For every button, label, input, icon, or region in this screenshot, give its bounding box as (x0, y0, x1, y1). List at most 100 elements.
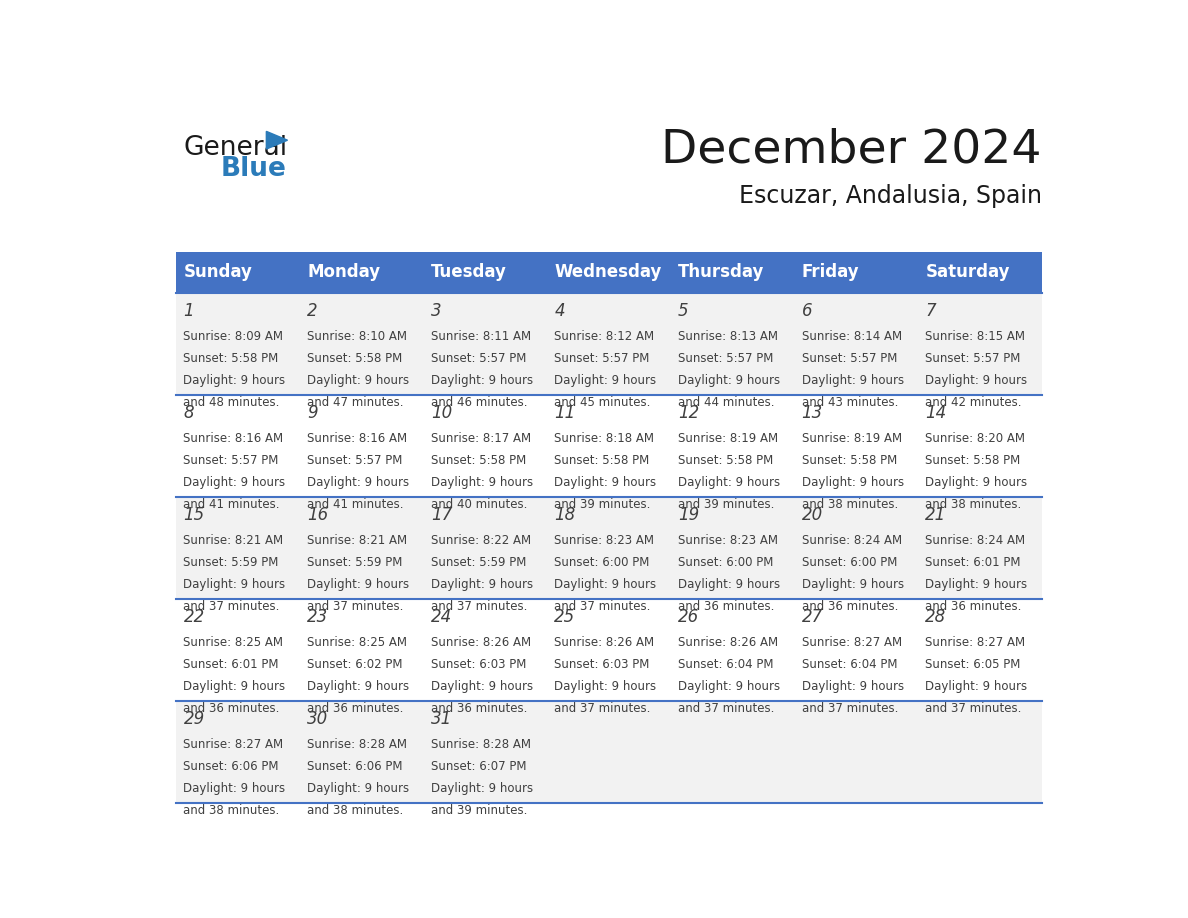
Bar (176, 497, 1042, 599)
Text: Sunrise: 8:25 AM: Sunrise: 8:25 AM (308, 636, 407, 649)
Text: 18: 18 (555, 506, 576, 524)
Text: Sunset: 5:57 PM: Sunset: 5:57 PM (308, 454, 403, 467)
Text: 24: 24 (431, 608, 451, 626)
Text: Daylight: 9 hours: Daylight: 9 hours (925, 476, 1028, 489)
Text: 25: 25 (555, 608, 576, 626)
Text: Escuzar, Andalusia, Spain: Escuzar, Andalusia, Spain (739, 185, 1042, 208)
Text: Daylight: 9 hours: Daylight: 9 hours (678, 578, 781, 591)
Text: Daylight: 9 hours: Daylight: 9 hours (183, 476, 285, 489)
Text: Sunrise: 8:27 AM: Sunrise: 8:27 AM (925, 636, 1025, 649)
Text: Daylight: 9 hours: Daylight: 9 hours (183, 680, 285, 693)
Text: and 37 minutes.: and 37 minutes. (183, 599, 280, 613)
Text: Sunset: 6:00 PM: Sunset: 6:00 PM (678, 556, 773, 569)
Text: Daylight: 9 hours: Daylight: 9 hours (802, 680, 904, 693)
Bar (918, 252, 1042, 293)
Text: Sunrise: 8:14 AM: Sunrise: 8:14 AM (802, 330, 902, 343)
Text: and 37 minutes.: and 37 minutes. (555, 702, 651, 715)
Text: and 37 minutes.: and 37 minutes. (925, 702, 1022, 715)
Text: Saturday: Saturday (925, 263, 1010, 281)
Text: Sunrise: 8:21 AM: Sunrise: 8:21 AM (308, 534, 407, 547)
Text: 22: 22 (183, 608, 204, 626)
Text: Sunrise: 8:24 AM: Sunrise: 8:24 AM (802, 534, 902, 547)
Text: Daylight: 9 hours: Daylight: 9 hours (555, 578, 657, 591)
Text: Daylight: 9 hours: Daylight: 9 hours (431, 374, 533, 386)
Text: Daylight: 9 hours: Daylight: 9 hours (308, 374, 409, 386)
Text: Daylight: 9 hours: Daylight: 9 hours (678, 476, 781, 489)
Text: Daylight: 9 hours: Daylight: 9 hours (802, 578, 904, 591)
Text: Sunrise: 8:25 AM: Sunrise: 8:25 AM (183, 636, 284, 649)
Text: Daylight: 9 hours: Daylight: 9 hours (802, 476, 904, 489)
Text: Sunset: 6:03 PM: Sunset: 6:03 PM (431, 658, 526, 671)
Text: 23: 23 (308, 608, 328, 626)
Text: 14: 14 (925, 404, 947, 421)
Text: Daylight: 9 hours: Daylight: 9 hours (802, 374, 904, 386)
Text: Sunset: 6:02 PM: Sunset: 6:02 PM (308, 658, 403, 671)
Text: Sunrise: 8:17 AM: Sunrise: 8:17 AM (431, 432, 531, 445)
Text: Sunrise: 8:15 AM: Sunrise: 8:15 AM (925, 330, 1025, 343)
Text: Daylight: 9 hours: Daylight: 9 hours (925, 578, 1028, 591)
Text: Sunset: 5:58 PM: Sunset: 5:58 PM (678, 454, 773, 467)
Text: Sunset: 5:57 PM: Sunset: 5:57 PM (183, 454, 279, 467)
Text: and 42 minutes.: and 42 minutes. (925, 396, 1022, 409)
Text: Daylight: 9 hours: Daylight: 9 hours (925, 680, 1028, 693)
Text: Sunset: 6:04 PM: Sunset: 6:04 PM (678, 658, 773, 671)
Text: Sunrise: 8:18 AM: Sunrise: 8:18 AM (555, 432, 655, 445)
Bar (299, 252, 423, 293)
Text: and 37 minutes.: and 37 minutes. (308, 599, 404, 613)
Text: 7: 7 (925, 302, 936, 319)
Text: Sunrise: 8:16 AM: Sunrise: 8:16 AM (183, 432, 284, 445)
Text: Daylight: 9 hours: Daylight: 9 hours (431, 782, 533, 795)
Text: 3: 3 (431, 302, 442, 319)
Text: 21: 21 (925, 506, 947, 524)
Text: and 39 minutes.: and 39 minutes. (555, 498, 651, 510)
Text: 8: 8 (183, 404, 194, 421)
Bar (176, 700, 1042, 803)
Text: Sunset: 6:00 PM: Sunset: 6:00 PM (555, 556, 650, 569)
Text: Sunset: 5:59 PM: Sunset: 5:59 PM (183, 556, 279, 569)
Text: Sunset: 5:57 PM: Sunset: 5:57 PM (802, 352, 897, 365)
Text: Daylight: 9 hours: Daylight: 9 hours (431, 578, 533, 591)
Text: Tuesday: Tuesday (431, 263, 506, 281)
Text: and 38 minutes.: and 38 minutes. (925, 498, 1022, 510)
Text: Sunrise: 8:26 AM: Sunrise: 8:26 AM (431, 636, 531, 649)
Text: Sunset: 5:58 PM: Sunset: 5:58 PM (183, 352, 279, 365)
Text: Daylight: 9 hours: Daylight: 9 hours (555, 374, 657, 386)
Bar (176, 395, 1042, 497)
Text: Sunrise: 8:12 AM: Sunrise: 8:12 AM (555, 330, 655, 343)
Text: 20: 20 (802, 506, 823, 524)
Text: and 36 minutes.: and 36 minutes. (925, 599, 1022, 613)
Text: Blue: Blue (220, 156, 286, 182)
Text: Sunset: 5:58 PM: Sunset: 5:58 PM (802, 454, 897, 467)
Text: and 43 minutes.: and 43 minutes. (802, 396, 898, 409)
Text: Daylight: 9 hours: Daylight: 9 hours (925, 374, 1028, 386)
Text: and 38 minutes.: and 38 minutes. (308, 804, 404, 817)
Text: Sunrise: 8:28 AM: Sunrise: 8:28 AM (431, 738, 531, 751)
Text: Sunset: 6:04 PM: Sunset: 6:04 PM (802, 658, 897, 671)
Text: 19: 19 (678, 506, 700, 524)
Text: and 41 minutes.: and 41 minutes. (308, 498, 404, 510)
Text: Daylight: 9 hours: Daylight: 9 hours (183, 374, 285, 386)
Text: Sunrise: 8:11 AM: Sunrise: 8:11 AM (431, 330, 531, 343)
Text: 2: 2 (308, 302, 317, 319)
Text: Daylight: 9 hours: Daylight: 9 hours (183, 578, 285, 591)
Text: Daylight: 9 hours: Daylight: 9 hours (308, 476, 409, 489)
Text: 5: 5 (678, 302, 689, 319)
Text: and 36 minutes.: and 36 minutes. (802, 599, 898, 613)
Text: and 37 minutes.: and 37 minutes. (678, 702, 775, 715)
Text: 4: 4 (555, 302, 565, 319)
Bar (671, 252, 795, 293)
Text: and 39 minutes.: and 39 minutes. (431, 804, 527, 817)
Text: and 47 minutes.: and 47 minutes. (308, 396, 404, 409)
Text: Daylight: 9 hours: Daylight: 9 hours (183, 782, 285, 795)
Text: and 38 minutes.: and 38 minutes. (802, 498, 898, 510)
Text: and 39 minutes.: and 39 minutes. (678, 498, 775, 510)
Text: Sunset: 5:59 PM: Sunset: 5:59 PM (431, 556, 526, 569)
Text: Sunset: 6:00 PM: Sunset: 6:00 PM (802, 556, 897, 569)
Text: 26: 26 (678, 608, 700, 626)
Text: Daylight: 9 hours: Daylight: 9 hours (431, 680, 533, 693)
Text: 10: 10 (431, 404, 451, 421)
Polygon shape (266, 131, 287, 149)
Text: 15: 15 (183, 506, 204, 524)
Text: and 46 minutes.: and 46 minutes. (431, 396, 527, 409)
Text: Thursday: Thursday (678, 263, 764, 281)
